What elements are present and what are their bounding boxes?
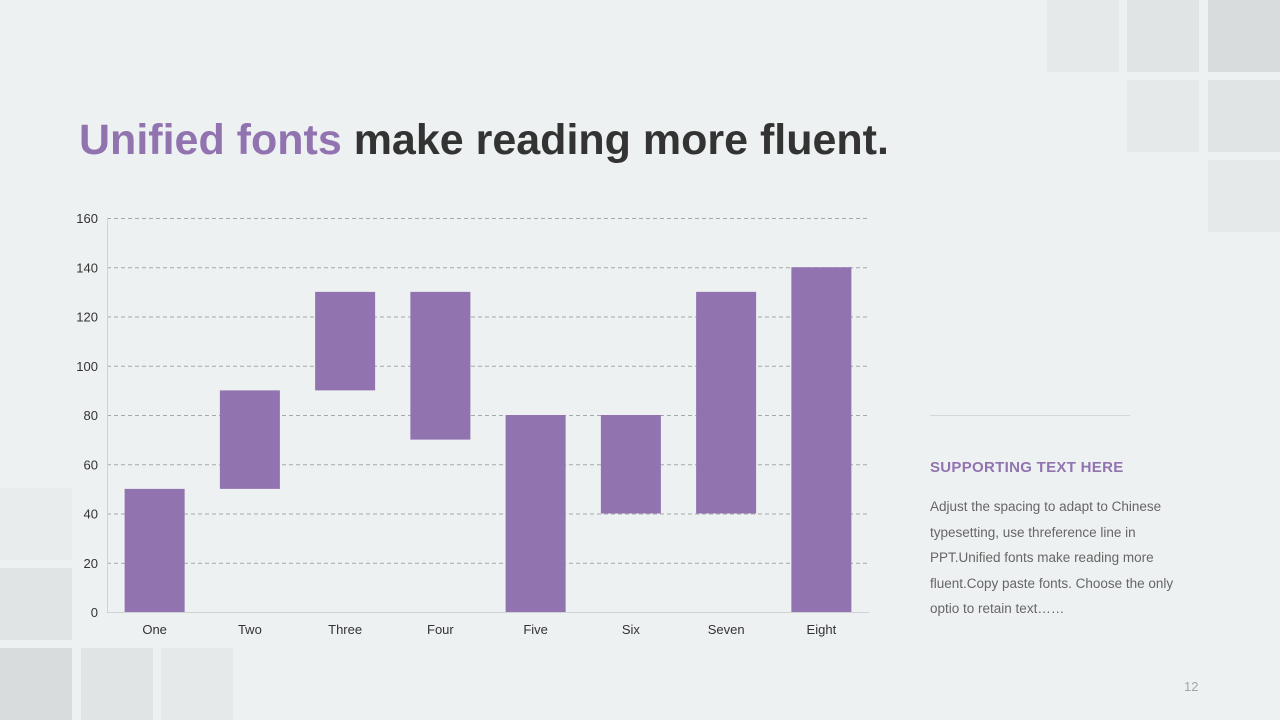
decor-tile xyxy=(81,648,153,720)
decor-tile xyxy=(1208,160,1280,232)
title-rest: make reading more fluent. xyxy=(341,116,889,164)
title-accent: Unified fonts xyxy=(79,116,342,164)
decor-tile xyxy=(161,648,233,720)
bar-three xyxy=(315,291,376,391)
bar-seven xyxy=(696,291,757,514)
x-tick-label: One xyxy=(142,622,167,637)
supporting-heading: SUPPORTING TEXT HERE xyxy=(930,459,1124,476)
bar-one xyxy=(124,488,185,612)
y-tick-label: 0 xyxy=(91,605,98,620)
decor-tile xyxy=(1127,0,1199,72)
x-tick-label: Eight xyxy=(807,622,837,637)
x-tick-label: Two xyxy=(238,622,262,637)
decor-tile xyxy=(1208,80,1280,152)
sidebar-divider xyxy=(930,415,1130,416)
bar-eight xyxy=(791,267,852,612)
decor-tile xyxy=(0,648,72,720)
x-tick-label: Six xyxy=(622,622,641,637)
decor-tile xyxy=(0,488,72,560)
y-tick-label: 100 xyxy=(76,359,98,374)
bar-four xyxy=(410,291,471,440)
decor-tile xyxy=(1047,0,1119,72)
y-tick-label: 80 xyxy=(84,408,98,423)
decor-tile xyxy=(1127,80,1199,152)
x-tick-label: Four xyxy=(427,622,454,637)
bar-six xyxy=(600,415,661,514)
decor-tile xyxy=(0,568,72,640)
x-tick-label: Five xyxy=(523,622,548,637)
y-tick-label: 60 xyxy=(84,457,98,472)
slide-title: Unified fonts make reading more fluent. xyxy=(79,112,889,168)
y-tick-label: 20 xyxy=(84,556,98,571)
y-tick-label: 40 xyxy=(84,507,98,522)
y-tick-label: 120 xyxy=(76,310,98,325)
supporting-body: Adjust the spacing to adapt to Chinese t… xyxy=(930,499,1174,616)
y-tick-label: 140 xyxy=(76,260,98,275)
y-tick-label: 160 xyxy=(76,211,98,226)
x-tick-label: Seven xyxy=(708,622,745,637)
x-tick-label: Three xyxy=(328,622,362,637)
bar-five xyxy=(505,415,566,612)
bar-two xyxy=(219,390,280,489)
page-number: 12 xyxy=(1184,679,1199,694)
decor-tile xyxy=(1208,0,1280,72)
